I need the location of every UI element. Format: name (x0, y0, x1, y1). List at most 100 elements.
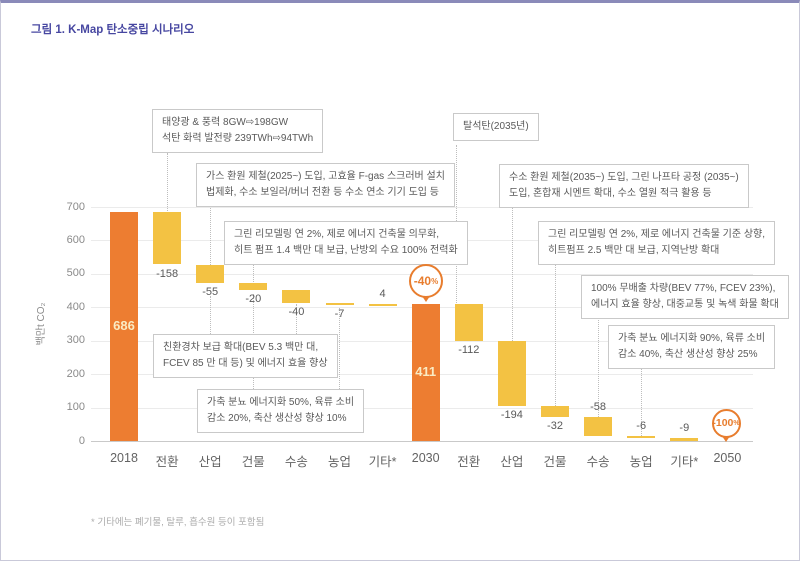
delta-bar (627, 436, 656, 438)
annotation-line: 친환경차 보급 확대(BEV 5.3 백만 대, (163, 342, 319, 353)
y-tick-label: 100 (66, 401, 85, 414)
badge-pointer-tail (722, 435, 730, 442)
connector-line (512, 205, 513, 341)
annotation-line: 히트펌프 2.5 백만 대 보급, 지역난방 확대 (548, 245, 720, 256)
annotation-line: 석탄 화력 발전량 239TWh⇨94TWh (162, 133, 314, 144)
footnote: * 기타에는 폐기물, 탈루, 흡수원 등이 포함됨 (91, 517, 265, 528)
annotation-line: 그린 리모델링 연 2%, 제로 에너지 건축물 기준 상향, (548, 229, 766, 240)
delta-bar (584, 416, 613, 436)
page-title: 그림 1. K-Map 탄소중립 시나리오 (31, 24, 195, 36)
bar-value-label: 686 (113, 318, 135, 334)
reduction-badge-2050: -100% (711, 408, 741, 442)
x-tick-label: 기타* (368, 455, 397, 469)
annotation-line: 100% 무배출 차량(BEV 77%, FCEV 23%), (591, 283, 776, 294)
total-bar (411, 303, 440, 441)
annotation-line: 수소 환원 제철(2035~) 도입, 그린 나프타 공정 (2035~) (509, 172, 739, 183)
badge-pointer-tail (422, 296, 430, 302)
delta-value-label: 4 (379, 287, 386, 300)
delta-bar (325, 302, 354, 306)
x-tick-label: 전환 (155, 455, 179, 469)
total-bar (110, 211, 138, 441)
connector-line (339, 308, 340, 391)
delta-value-label: -20 (245, 292, 262, 305)
annotation-building-2030: 그린 리모델링 연 2%, 제로 에너지 건축물 의무화, 히트 펌프 1.4 백… (224, 221, 468, 265)
annotation-line: 가스 환원 제철(2025~) 도입, 고효율 F-gas 스크러버 설치 (206, 171, 445, 182)
annotation-line: 히트 펌프 1.4 백만 대 보급, 난방외 수요 100% 전력화 (234, 245, 458, 256)
x-tick-label: 2018 (110, 451, 138, 465)
delta-value-label: -9 (679, 422, 690, 434)
y-tick-label: 200 (66, 367, 85, 380)
annotation-line: 탈석탄(2035년) (463, 121, 529, 132)
annotation-line: 태양광 & 풍력 8GW⇨198GW (162, 117, 289, 128)
y-tick-label: 600 (66, 233, 85, 246)
delta-value-label: -7 (334, 308, 345, 321)
x-tick-label: 산업 (500, 455, 524, 469)
connector-line (210, 296, 211, 336)
x-tick-label: 건물 (543, 455, 567, 469)
annotation-line: 그린 리모델링 연 2%, 제로 에너지 건축물 의무화, (234, 229, 440, 240)
x-tick-label: 2050 (713, 451, 742, 465)
annotation-power-2030: 태양광 & 풍력 8GW⇨198GW 석탄 화력 발전량 239TWh⇨94TWh (152, 109, 324, 153)
badge-percent-sign: % (733, 419, 740, 427)
delta-bar (239, 282, 268, 290)
y-tick-label: 500 (66, 267, 85, 280)
reduction-badge-2030: -40% (409, 264, 443, 302)
delta-bar (670, 438, 699, 441)
annotation-line: 에너지 효율 향상, 대중교통 및 녹색 화물 확대 (591, 299, 779, 310)
connector-line (210, 205, 211, 265)
delta-bar (153, 211, 182, 265)
x-tick-label: 산업 (198, 455, 222, 469)
y-tick-label: 400 (66, 300, 85, 313)
badge-percent-sign: % (431, 276, 439, 286)
annotation-line: FCEV 85 만 대 등) 및 에너지 효율 향상 (163, 358, 328, 369)
annotation-line: 감소 20%, 축산 생산성 향상 10% (207, 413, 347, 424)
delta-value-label: -6 (636, 420, 647, 432)
gridline (91, 207, 753, 208)
x-tick-label: 수송 (284, 455, 308, 469)
delta-bar (541, 405, 569, 417)
delta-value-label: -112 (458, 344, 480, 356)
x-tick-label: 수송 (586, 455, 610, 469)
connector-line (641, 361, 642, 436)
delta-bar (368, 303, 397, 306)
annotation-line: 가축 분뇨 에너지화 50%, 육류 소비 (207, 397, 355, 408)
delta-bar (282, 289, 311, 303)
delta-bar (454, 303, 483, 341)
connector-line (555, 263, 556, 406)
y-axis-label: 백만t CO₂ (36, 302, 47, 346)
annotation-line: 도입, 혼합재 시멘트 확대, 수소 열원 적극 활용 등 (509, 188, 712, 199)
y-tick-label: 700 (66, 200, 85, 213)
delta-value-label: -58 (590, 400, 607, 413)
y-tick-label: 300 (66, 334, 85, 347)
x-tick-label: 농업 (327, 455, 351, 469)
x-tick-label: 2030 (411, 451, 440, 465)
delta-value-label: -158 (156, 267, 179, 280)
connector-line (253, 262, 254, 284)
annotation-building-2050: 그린 리모델링 연 2%, 제로 에너지 건축물 기준 상향, 히트펌프 2.5 … (538, 221, 776, 265)
delta-value-label: -32 (547, 419, 563, 432)
x-tick-label: 기타* (670, 455, 699, 469)
delta-bar (196, 264, 225, 283)
annotation-transport-2030: 친환경차 보급 확대(BEV 5.3 백만 대, FCEV 85 만 대 등) 및… (153, 334, 338, 378)
connector-line (598, 309, 599, 417)
annotation-line: 가축 분뇨 에너지화 90%, 육류 소비 (618, 333, 766, 344)
y-tick-label: 0 (78, 434, 85, 447)
delta-value-label: -55 (202, 285, 219, 298)
connector-line (296, 304, 297, 336)
annotation-transport-2050: 100% 무배출 차량(BEV 77%, FCEV 23%), 에너지 효율 향상… (581, 275, 789, 319)
x-tick-label: 전환 (457, 455, 481, 469)
x-tick-label: 농업 (629, 455, 653, 469)
x-tick-label: 건물 (241, 455, 265, 469)
annotation-line: 법제화, 수소 보일러/버너 전환 등 수소 연소 기기 도입 등 (206, 187, 439, 198)
annotation-coal-exit: 탈석탄(2035년) (453, 113, 539, 141)
annotation-industry-2050: 수소 환원 제철(2035~) 도입, 그린 나프타 공정 (2035~) 도입,… (499, 164, 749, 208)
x-axis-line (91, 441, 753, 442)
badge-number: -40 (413, 274, 432, 288)
badge-number: -100 (712, 417, 734, 429)
annotation-line: 감소 40%, 축산 생산성 향상 25% (618, 349, 758, 360)
delta-bar (497, 341, 526, 406)
